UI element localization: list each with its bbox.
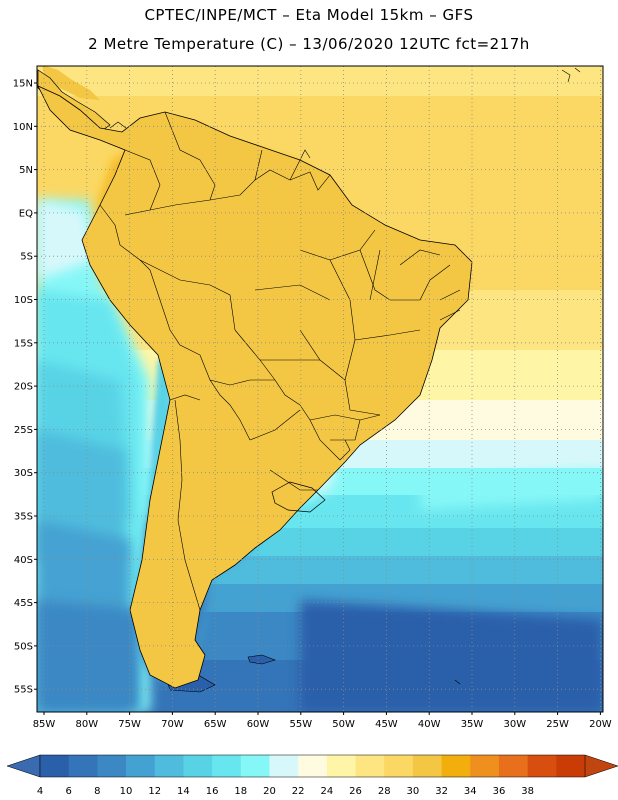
lon-label-25w: 25W (546, 719, 569, 730)
lat-label-10s: 10S (14, 295, 33, 306)
lon-label-30w: 30W (503, 719, 526, 730)
country-borders (99, 111, 461, 611)
map-frame (36, 65, 604, 713)
lon-label-80w: 80W (75, 719, 98, 730)
colorbar-swatch (470, 755, 500, 777)
lon-label-50w: 50W (332, 719, 355, 730)
lat-label-5n: 5N (19, 165, 33, 176)
colorbar-swatch (412, 755, 442, 777)
lon-label-35w: 35W (461, 719, 484, 730)
colorbar-label: 8 (94, 786, 100, 797)
colorbar-swatch (126, 755, 156, 777)
colorbar-swatch (498, 755, 529, 777)
colorbar-swatch (441, 755, 471, 777)
colorbar-swatch (240, 755, 270, 777)
colorbar-swatch (326, 755, 356, 777)
lon-label-75w: 75W (118, 719, 141, 730)
colorbar-swatch (40, 755, 70, 777)
colorbar-swatch (97, 755, 127, 777)
colorbar-label: 12 (148, 786, 161, 797)
lat-label-10n: 10N (13, 122, 33, 133)
colorbar-label: 6 (65, 786, 71, 797)
colorbar-label: 26 (349, 786, 362, 797)
lat-label-15s: 15S (14, 338, 33, 349)
lat-label-45s: 45S (14, 598, 33, 609)
colorbar-swatch (183, 755, 213, 777)
colorbar-label: 20 (263, 786, 276, 797)
colorbar-swatch (68, 755, 98, 777)
lat-label-5s: 5S (20, 252, 33, 263)
lon-label-45w: 45W (375, 719, 398, 730)
colorbar-swatch (355, 755, 385, 777)
lat-label-30s: 30S (14, 468, 33, 479)
colorbar-low-arrow (6, 754, 41, 778)
colorbar-swatch (556, 755, 586, 777)
colorbar-label: 4 (37, 786, 43, 797)
colorbar-swatch (154, 755, 184, 777)
colorbar-label: 28 (378, 786, 391, 797)
colorbar-label: 38 (521, 786, 534, 797)
colorbar-high-arrow (584, 754, 618, 778)
lon-label-40w: 40W (418, 719, 441, 730)
lat-label-55s: 55S (14, 685, 33, 696)
colorbar-label: 36 (493, 786, 506, 797)
colorbar-label: 14 (177, 786, 190, 797)
lon-label-55w: 55W (289, 719, 312, 730)
lat-label-20s: 20S (14, 382, 33, 393)
lat-label-35s: 35S (14, 512, 33, 523)
lon-label-65w: 65W (204, 719, 227, 730)
colorbar-label: 18 (234, 786, 247, 797)
colorbar-label: 22 (292, 786, 305, 797)
colorbar-label: 30 (407, 786, 420, 797)
latitude-labels: 15N 10N 5N EQ 5S 10S 15S 20S 25S 30S 35S 40S 45S 50S 5… (13, 79, 37, 696)
lat-label-40s: 40S (14, 555, 33, 566)
title-line-1: CPTEC/INPE/MCT – Eta Model 15km – GFS (144, 6, 474, 24)
colorbar-swatch (298, 755, 328, 777)
title-line-2: 2 Metre Temperature (C) – 13/06/2020 12U… (88, 35, 530, 53)
lon-label-60w: 60W (247, 719, 270, 730)
lon-label-70w: 70W (161, 719, 184, 730)
lon-label-85w: 85W (33, 719, 56, 730)
colorbar-swatch (384, 755, 414, 777)
colorbar: 4 6 8 10 12 14 16 18 20 22 24 26 28 30 32 34 36 38 (6, 754, 618, 797)
lat-label-eq: EQ (19, 208, 33, 219)
colorbar-swatch (527, 755, 557, 777)
colorbar-swatch (269, 755, 299, 777)
colorbar-label: 16 (206, 786, 219, 797)
lat-label-25s: 25S (14, 425, 33, 436)
lat-label-50s: 50S (14, 641, 33, 652)
colorbar-label: 10 (120, 786, 133, 797)
longitude-labels: 85W 80W 75W 70W 65W 60W 55W 50W 45W 40W 35W 30W 25W 2… (33, 712, 612, 730)
lon-label-20w: 20W (589, 719, 612, 730)
colorbar-label: 32 (435, 786, 448, 797)
colorbar-label: 24 (320, 786, 333, 797)
map-field (37, 66, 603, 712)
colorbar-swatch (212, 755, 242, 777)
colorbar-label: 34 (464, 786, 477, 797)
lat-label-15n: 15N (13, 79, 33, 90)
